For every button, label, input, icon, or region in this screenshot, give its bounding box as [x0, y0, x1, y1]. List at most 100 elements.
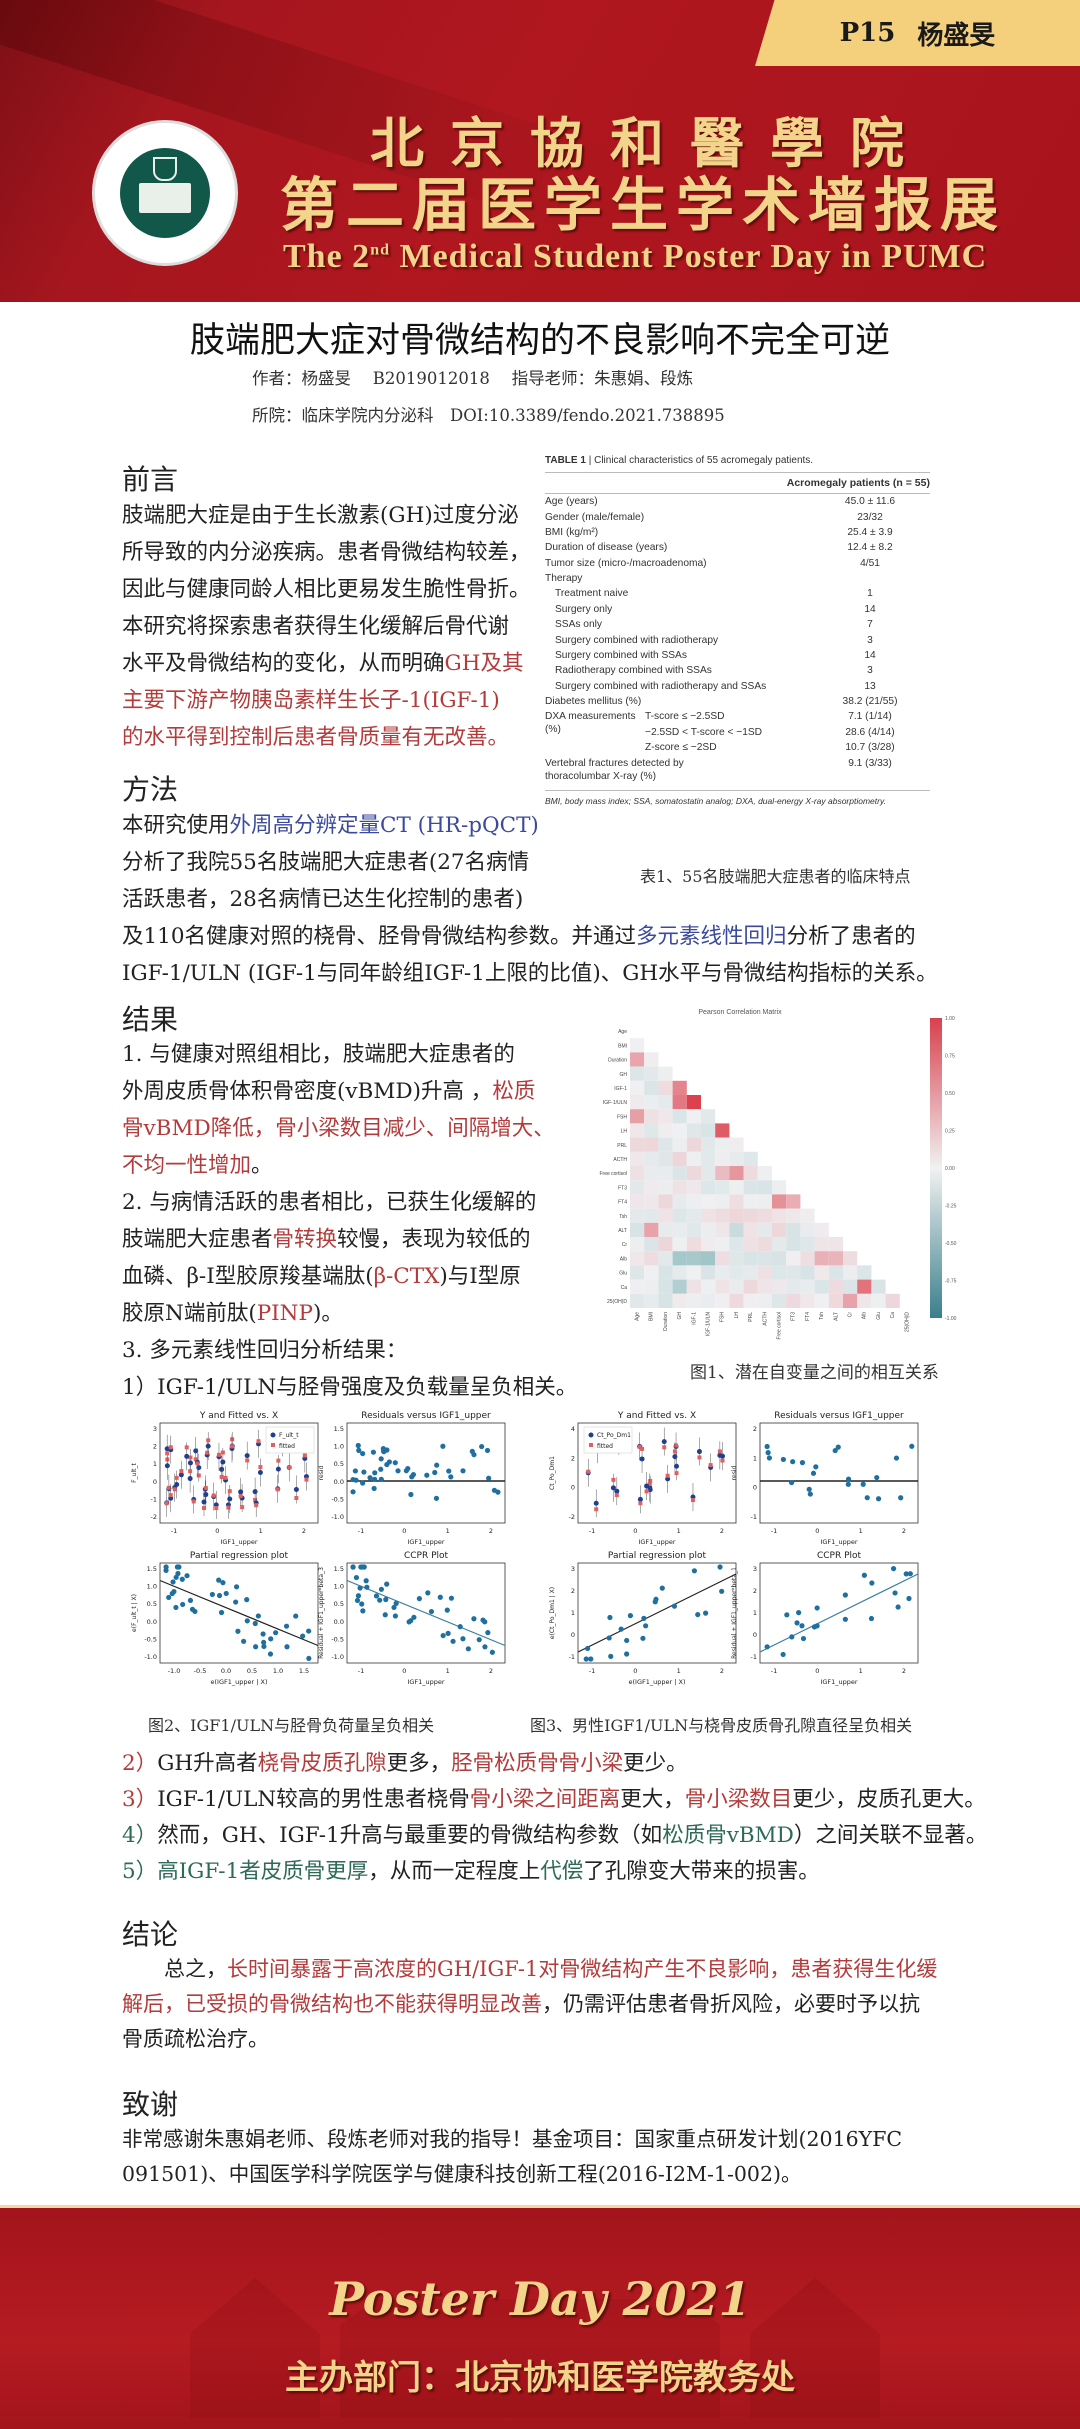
- fitted-point: [184, 1445, 189, 1450]
- data-point: [220, 1580, 226, 1586]
- y-tick: 0.0: [334, 1618, 344, 1626]
- legend-label: Ct_Po_Dm1: [597, 1432, 631, 1439]
- data-point: [641, 1615, 647, 1621]
- data-point: [219, 1466, 225, 1472]
- heatmap-cell: [857, 1265, 872, 1280]
- fit-line: [577, 1573, 737, 1653]
- heatmap-cell: [644, 1208, 659, 1223]
- data-point: [267, 1651, 274, 1657]
- heatmap-cell: [701, 1237, 716, 1252]
- heatmap-cell: [743, 1265, 758, 1280]
- subplot: CCPR Plot IGF1_upper Residual + IGF1_upper…: [731, 1551, 919, 1686]
- table-row: Treatment naive 1: [545, 586, 930, 601]
- legend-label: F_ult_t: [279, 1432, 299, 1439]
- row-label: Surgery only: [555, 603, 613, 615]
- colorbar-tick: 0.25: [945, 1129, 955, 1135]
- y-tick: -1: [151, 1495, 157, 1503]
- heatmap-cell: [701, 1222, 716, 1237]
- heatmap-row-label: Age: [618, 1029, 627, 1035]
- highlighted-text: 代偿: [540, 1859, 584, 1884]
- data-point: [874, 1474, 880, 1481]
- row-value: 9.1 (3/33): [848, 757, 892, 769]
- text-line: 3）IGF-1/ULN较高的男性患者桡骨骨小梁之间距离更大，骨小梁数目更少，皮质…: [122, 1782, 987, 1818]
- subplot: Partial regression plot e(IGF1_upper | X)…: [549, 1551, 737, 1686]
- fitted-point: [697, 1455, 702, 1460]
- text-line: 非常感谢朱惠娟老师、段炼老师对我的指导！基金项目：国家重点研发计划(2016YF…: [122, 2122, 902, 2157]
- data-point: [618, 1626, 624, 1632]
- data-point: [869, 1580, 875, 1586]
- heatmap-cell: [672, 1265, 687, 1280]
- data-point: [164, 1463, 170, 1469]
- data-point: [637, 1496, 643, 1502]
- data-point: [174, 1564, 180, 1570]
- y-tick: 1.0: [147, 1583, 157, 1591]
- table-row: BMI (kg/m²) 25.4 ± 3.9: [545, 525, 930, 540]
- heatmap-cell: [814, 1251, 829, 1266]
- data-point: [460, 1636, 466, 1642]
- heatmap-cell: [644, 1180, 659, 1195]
- data-point: [416, 1596, 422, 1602]
- data-point: [203, 1491, 209, 1497]
- heatmap-cell: [772, 1180, 787, 1195]
- fitted-point: [206, 1438, 211, 1443]
- heatmap-cell: [843, 1265, 858, 1280]
- heatmap-cell: [644, 1279, 659, 1294]
- row-value: 12.4 ± 8.2: [847, 542, 893, 554]
- y-tick: -1.0: [331, 1653, 344, 1661]
- data-point: [765, 1450, 771, 1456]
- x-tick: 0: [815, 1527, 819, 1535]
- heatmap-col-label: ALT: [833, 1312, 839, 1321]
- table-row: Therapy: [545, 571, 930, 586]
- heatmap-col-label: Glu: [876, 1312, 882, 1320]
- heatmap-cell: [630, 1237, 645, 1252]
- table-row: Surgery combined with SSAs 14: [545, 648, 930, 663]
- text-line: 主要下游产物胰岛素样生长子-1(IGF-1): [122, 682, 531, 719]
- text-line: 2）GH升高者桡骨皮质孔隙更多，胫骨松质骨骨小梁更少。: [122, 1746, 987, 1782]
- text-segment: 更少。: [623, 1751, 688, 1776]
- row-label: Duration of disease (years): [545, 542, 668, 554]
- fitted-point: [205, 1450, 210, 1455]
- x-axis-label: IGF1_upper: [220, 1538, 257, 1546]
- table-row: Duration of disease (years) 12.4 ± 8.2: [545, 540, 930, 555]
- heatmap-cell: [672, 1237, 687, 1252]
- text-segment: 肢端肥大症是由于生长激素(GH)过度分泌: [122, 503, 519, 528]
- data-point: [383, 1596, 389, 1603]
- data-point: [382, 1612, 388, 1618]
- heatmap-cell: [828, 1265, 843, 1280]
- heatmap-cell: [644, 1066, 659, 1081]
- data-point: [813, 1464, 819, 1470]
- data-point: [703, 1610, 709, 1616]
- fitted-point: [166, 1485, 171, 1490]
- data-point: [355, 1442, 361, 1449]
- table-row: Age (years) 45.0 ± 11.6: [545, 494, 930, 510]
- highlighted-text: 松质: [492, 1079, 536, 1104]
- subplot-title: CCPR Plot: [817, 1551, 862, 1561]
- heatmap-cell: [814, 1293, 829, 1308]
- heatmap-cell: [843, 1251, 858, 1266]
- y-tick: 0.5: [334, 1600, 344, 1608]
- row-value: 7: [867, 619, 873, 631]
- author-line: 作者：杨盛旻 B2019012018 指导老师：朱惠娟、段炼: [252, 369, 694, 388]
- x-tick: 1: [259, 1527, 263, 1535]
- text-line: IGF-1/ULN (IGF-1与同年龄组IGF-1上限的比值)、GH水平与骨微…: [122, 955, 938, 992]
- legend-marker: [588, 1432, 594, 1438]
- data-point: [444, 1607, 450, 1613]
- data-point: [187, 1476, 193, 1482]
- ack-heading: 致谢: [122, 2088, 179, 2121]
- heatmap-row-label: Cr: [622, 1242, 628, 1248]
- heatmap-cell: [658, 1194, 673, 1209]
- y-tick: -0.5: [331, 1495, 344, 1503]
- heatmap-col-label: Alb: [862, 1312, 868, 1319]
- text-line: 肢端肥大症是由于生长激素(GH)过度分泌: [122, 497, 531, 534]
- data-point: [391, 1604, 397, 1611]
- x-tick: 0: [402, 1527, 406, 1535]
- data-point: [440, 1443, 446, 1449]
- heatmap-cell: [715, 1137, 730, 1152]
- heatmap-cell: [757, 1222, 772, 1237]
- data-point: [450, 1638, 456, 1644]
- row-label: Diabetes mellitus (%): [545, 696, 642, 708]
- heatmap-cell: [686, 1265, 701, 1280]
- heatmap-cell: [672, 1137, 687, 1152]
- data-point: [209, 1591, 215, 1598]
- data-point: [372, 1476, 378, 1482]
